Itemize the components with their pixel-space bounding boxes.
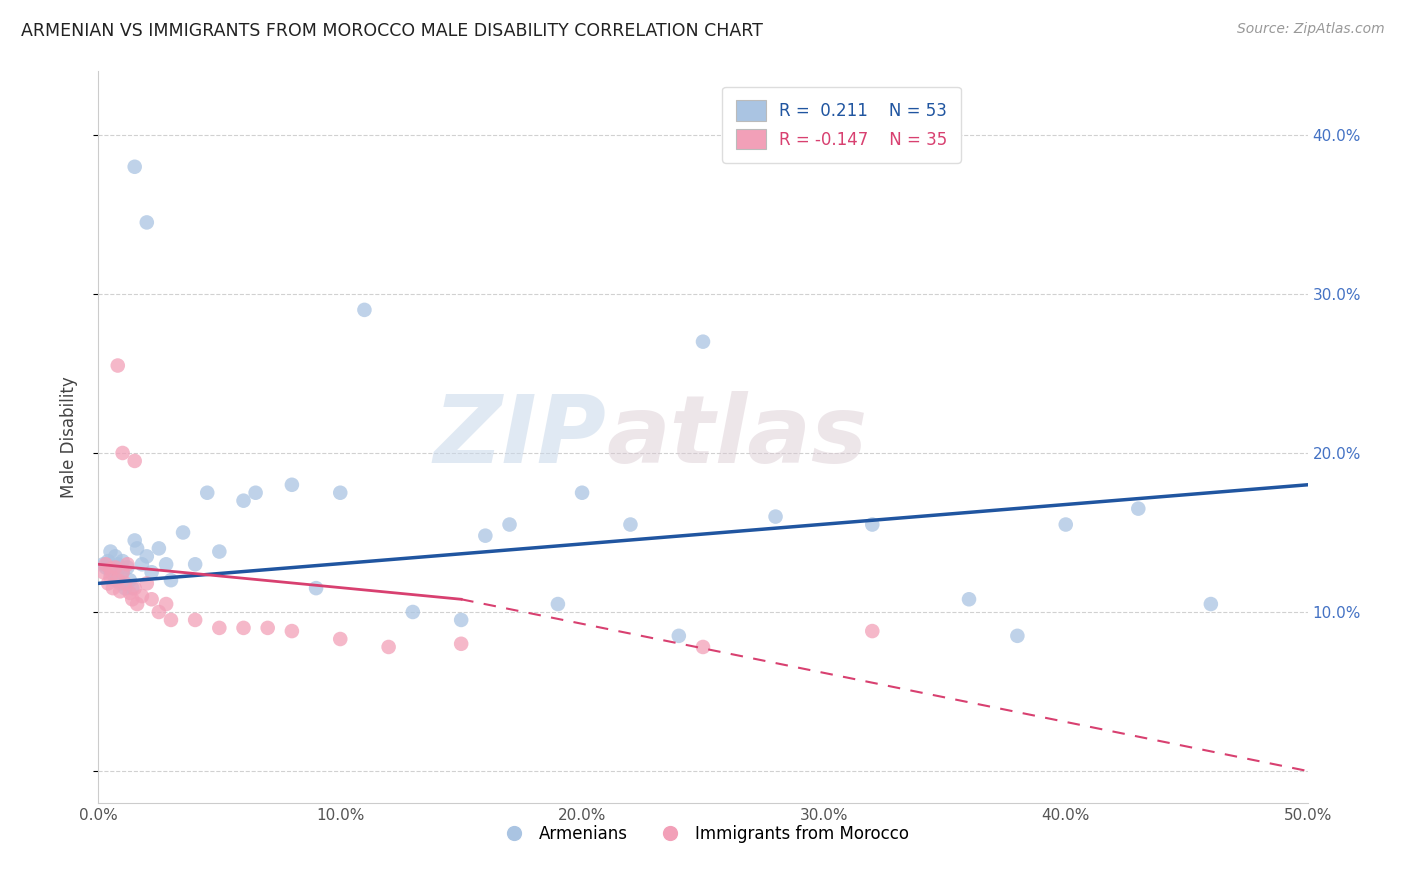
Point	[245, 485, 267, 500]
Point	[256, 621, 278, 635]
Point	[329, 632, 352, 646]
Point	[135, 549, 157, 564]
Point	[127, 597, 149, 611]
Point	[108, 584, 131, 599]
Point	[117, 558, 139, 572]
Point	[1128, 501, 1150, 516]
Point	[124, 533, 146, 548]
Text: ZIP: ZIP	[433, 391, 606, 483]
Point	[692, 334, 714, 349]
Point	[100, 562, 122, 576]
Point	[121, 592, 143, 607]
Point	[571, 485, 593, 500]
Point	[281, 624, 304, 638]
Point	[135, 215, 157, 229]
Point	[107, 573, 129, 587]
Point	[860, 517, 883, 532]
Point	[94, 558, 117, 572]
Point	[450, 613, 472, 627]
Point	[131, 589, 153, 603]
Point	[111, 554, 134, 568]
Point	[118, 573, 141, 587]
Point	[111, 566, 134, 580]
Point	[117, 560, 139, 574]
Point	[353, 302, 375, 317]
Point	[281, 477, 304, 491]
Point	[104, 549, 127, 564]
Text: atlas: atlas	[606, 391, 868, 483]
Point	[1054, 517, 1077, 532]
Point	[668, 629, 690, 643]
Point	[195, 485, 218, 500]
Point	[100, 566, 122, 580]
Point	[377, 640, 399, 654]
Point	[619, 517, 641, 532]
Point	[131, 558, 153, 572]
Point	[101, 581, 124, 595]
Point	[160, 613, 183, 627]
Point	[141, 566, 163, 580]
Point	[97, 576, 120, 591]
Point	[114, 576, 136, 591]
Point	[100, 544, 122, 558]
Point	[450, 637, 472, 651]
Point	[155, 597, 177, 611]
Point	[111, 446, 134, 460]
Point	[172, 525, 194, 540]
Point	[91, 566, 114, 580]
Point	[101, 562, 124, 576]
Point	[329, 485, 352, 500]
Point	[124, 581, 146, 595]
Point	[111, 566, 134, 580]
Point	[957, 592, 980, 607]
Point	[232, 493, 254, 508]
Point	[91, 558, 114, 572]
Point	[124, 454, 146, 468]
Point	[107, 570, 129, 584]
Point	[107, 359, 129, 373]
Point	[860, 624, 883, 638]
Point	[107, 558, 129, 572]
Point	[155, 558, 177, 572]
Point	[124, 160, 146, 174]
Point	[402, 605, 425, 619]
Point	[1199, 597, 1222, 611]
Point	[184, 558, 207, 572]
Point	[305, 581, 328, 595]
Point	[208, 544, 231, 558]
Y-axis label: Male Disability: Male Disability	[59, 376, 77, 498]
Point	[498, 517, 520, 532]
Point	[100, 570, 122, 584]
Point	[148, 605, 170, 619]
Point	[94, 560, 117, 574]
Point	[148, 541, 170, 556]
Point	[97, 554, 120, 568]
Point	[547, 597, 569, 611]
Point	[692, 640, 714, 654]
Point	[121, 581, 143, 595]
Point	[474, 529, 496, 543]
Point	[108, 576, 131, 591]
Point	[141, 592, 163, 607]
Point	[104, 560, 127, 574]
Point	[184, 613, 207, 627]
Point	[127, 541, 149, 556]
Point	[118, 586, 141, 600]
Text: Source: ZipAtlas.com: Source: ZipAtlas.com	[1237, 22, 1385, 37]
Text: ARMENIAN VS IMMIGRANTS FROM MOROCCO MALE DISABILITY CORRELATION CHART: ARMENIAN VS IMMIGRANTS FROM MOROCCO MALE…	[21, 22, 763, 40]
Point	[208, 621, 231, 635]
Point	[114, 581, 136, 595]
Legend: Armenians, Immigrants from Morocco: Armenians, Immigrants from Morocco	[491, 818, 915, 849]
Point	[232, 621, 254, 635]
Point	[1007, 629, 1029, 643]
Point	[765, 509, 787, 524]
Point	[104, 573, 127, 587]
Point	[135, 576, 157, 591]
Point	[160, 573, 183, 587]
